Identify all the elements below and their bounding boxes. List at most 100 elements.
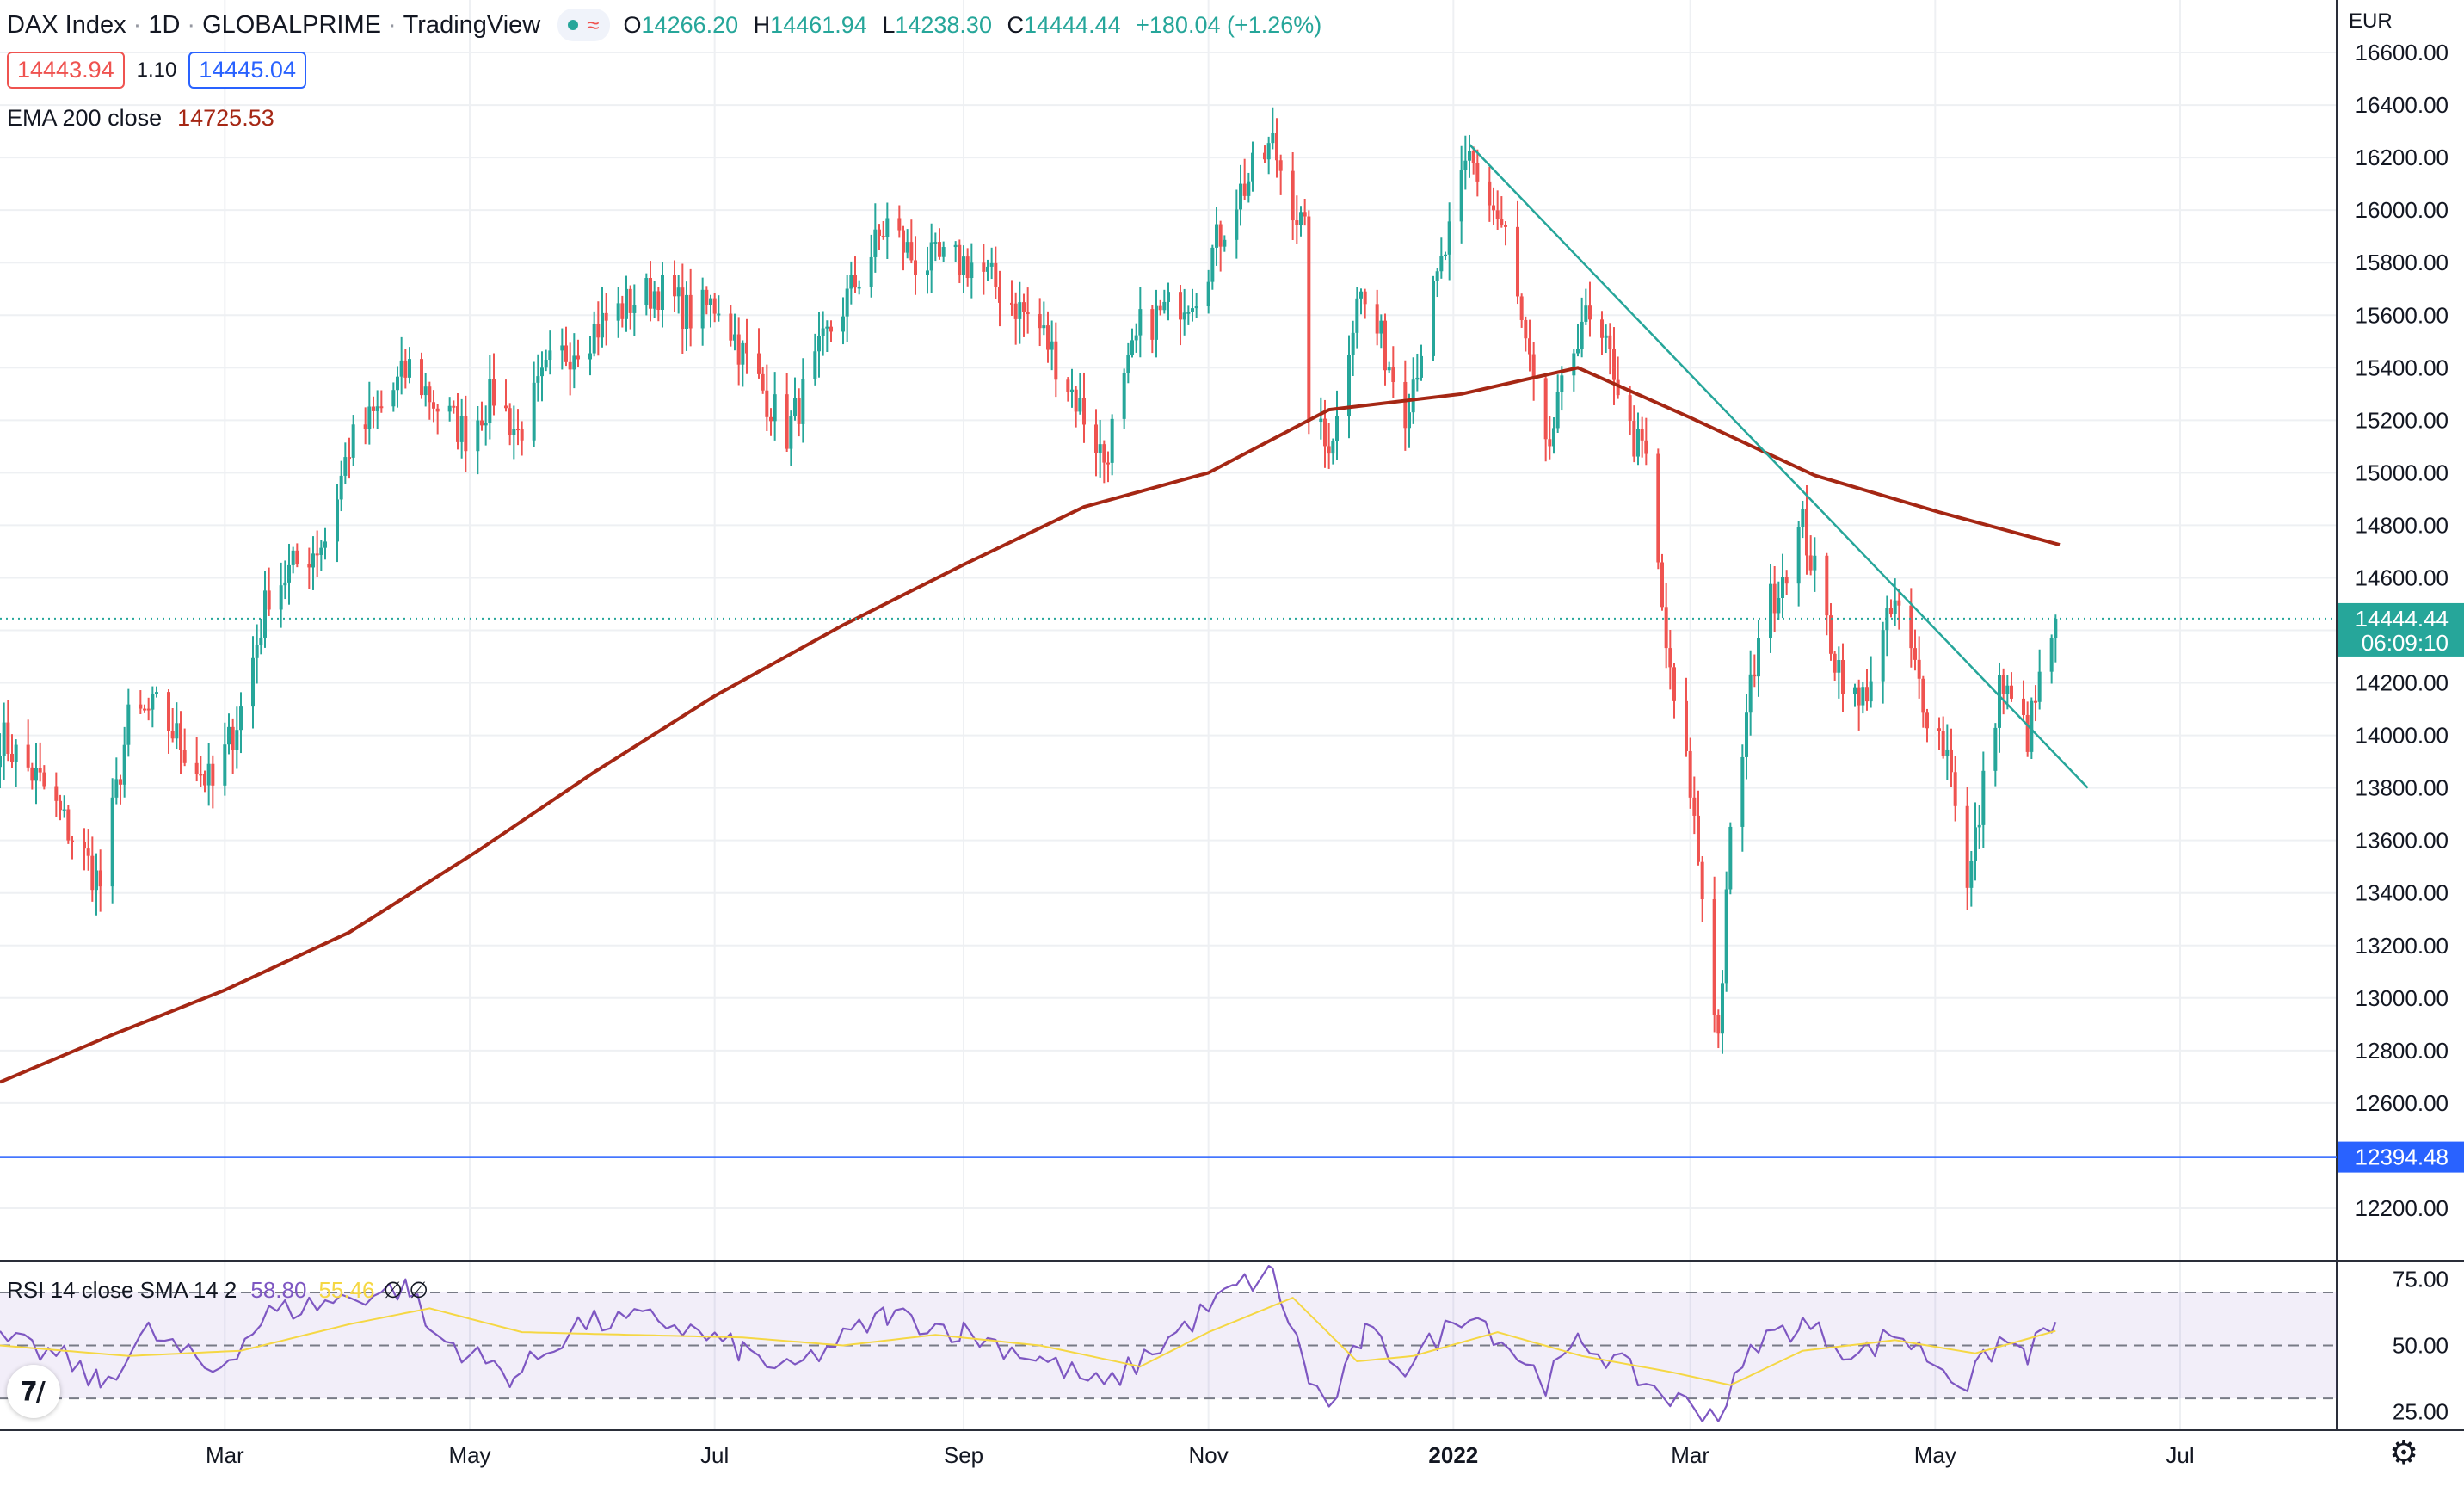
candle-body — [765, 390, 769, 417]
candle-body — [1869, 681, 1873, 702]
price-tick-label: 14800.00 — [2356, 512, 2449, 538]
low-label: L — [882, 11, 896, 38]
candle-body — [1500, 219, 1504, 225]
chart-header: DAX Index · 1D · GLOBALPRIME · TradingVi… — [7, 7, 1330, 43]
candle-body — [1355, 298, 1359, 333]
candle-body — [1215, 224, 1218, 248]
tradingview-logo[interactable]: 𝟕/ — [7, 1365, 60, 1418]
time-tick-label: 2022 — [1428, 1442, 1478, 1468]
settings-gear-icon[interactable]: ⚙ — [2388, 1434, 2419, 1471]
symbol-name[interactable]: DAX Index — [7, 10, 126, 39]
candle-body — [564, 345, 568, 362]
candle-body — [155, 692, 158, 694]
candle-body — [1697, 815, 1700, 862]
candle-body — [1712, 899, 1716, 1015]
candle-body — [1969, 861, 1974, 888]
candle-body — [596, 324, 601, 338]
candle-body — [1179, 292, 1182, 320]
candle-body — [1102, 444, 1106, 463]
candle-body — [1251, 152, 1254, 182]
candle-body — [568, 361, 572, 370]
candle-body — [267, 590, 271, 610]
rsi-value: 58.80 — [250, 1277, 307, 1303]
candle-body — [2010, 685, 2013, 699]
candle-body — [878, 229, 881, 236]
ema-legend-label: EMA 200 close — [7, 105, 163, 131]
candle-body — [926, 270, 929, 275]
candle-body — [1463, 160, 1468, 170]
price-tick-label: 12600.00 — [2356, 1090, 2449, 1116]
candle-body — [38, 768, 42, 773]
exchange-label: GLOBALPRIME — [202, 10, 381, 39]
candle-body — [1408, 412, 1411, 429]
rsi-line — [0, 1264, 2057, 1423]
candle-body — [1636, 429, 1640, 457]
candle-body — [428, 386, 432, 403]
candle-body — [1576, 349, 1580, 354]
time-tick-label: May — [1914, 1442, 1956, 1468]
ohlc-values: O14266.20 H14461.94 L14238.30 C14444.44 … — [624, 12, 1331, 39]
candle-body — [1134, 335, 1138, 341]
candle-body — [536, 376, 540, 383]
ema-legend[interactable]: EMA 200 close 14725.53 — [7, 105, 274, 132]
separator-dot: · — [387, 10, 397, 39]
candle-body — [1781, 577, 1784, 598]
ema-legend-value: 14725.53 — [177, 105, 274, 131]
countdown-label: 06:09:10 — [2362, 630, 2449, 656]
candle-body — [652, 291, 656, 309]
candle-body — [287, 564, 291, 583]
candle-body — [10, 753, 14, 762]
candle-body — [1885, 608, 1889, 631]
candle-body — [1941, 731, 1945, 756]
market-status-pill[interactable]: ≈ — [557, 9, 610, 41]
candle-body — [484, 423, 488, 426]
candle-body — [709, 298, 712, 305]
candle-body — [54, 786, 59, 801]
candle-body — [962, 256, 965, 275]
sell-price-button[interactable]: 14443.94 — [7, 52, 125, 89]
candle-body — [825, 326, 829, 329]
candle-body — [283, 582, 287, 586]
candle-body — [965, 256, 970, 279]
candle-body — [548, 350, 552, 361]
candle-body — [1319, 418, 1323, 423]
candle-body — [1841, 660, 1845, 695]
candle-body — [1660, 562, 1664, 608]
candle-body — [447, 405, 452, 412]
candle-body — [348, 457, 351, 460]
candle-body — [211, 763, 215, 786]
candle-body — [2054, 618, 2058, 638]
candle-body — [1974, 827, 1977, 861]
candle-body — [1150, 309, 1155, 340]
candle-body — [1106, 462, 1110, 465]
candle-body — [757, 353, 761, 374]
candle-body — [488, 379, 492, 423]
candle-body — [2022, 698, 2025, 715]
candle-body — [459, 416, 464, 442]
candle-body — [588, 353, 592, 360]
candle-body — [881, 235, 885, 237]
candle-body — [452, 405, 456, 408]
buy-price-button[interactable]: 14445.04 — [188, 52, 306, 89]
candle-body — [1218, 224, 1223, 247]
trendline — [1469, 143, 2089, 789]
candle-body — [122, 744, 126, 785]
candle-body — [1692, 797, 1697, 816]
rsi-legend[interactable]: RSI 14 close SMA 14 2 58.80 55.46 ∅ ∅ — [7, 1277, 428, 1304]
low-value: 14238.30 — [895, 11, 992, 38]
price-tick-label: 15000.00 — [2356, 460, 2449, 485]
candle-body — [420, 359, 423, 396]
candle-body — [1656, 453, 1660, 563]
candle-body — [994, 262, 998, 287]
candle-body — [857, 287, 861, 289]
candle-body — [1548, 439, 1552, 447]
candle-body — [2005, 685, 2010, 694]
candle-body — [632, 305, 637, 313]
candle-body — [1155, 305, 1158, 340]
interval-label[interactable]: 1D — [148, 10, 181, 39]
candle-body — [291, 550, 295, 565]
price-tick-label: 12200.00 — [2356, 1195, 2449, 1221]
candle-body — [1805, 508, 1808, 556]
candle-body — [1672, 667, 1676, 701]
